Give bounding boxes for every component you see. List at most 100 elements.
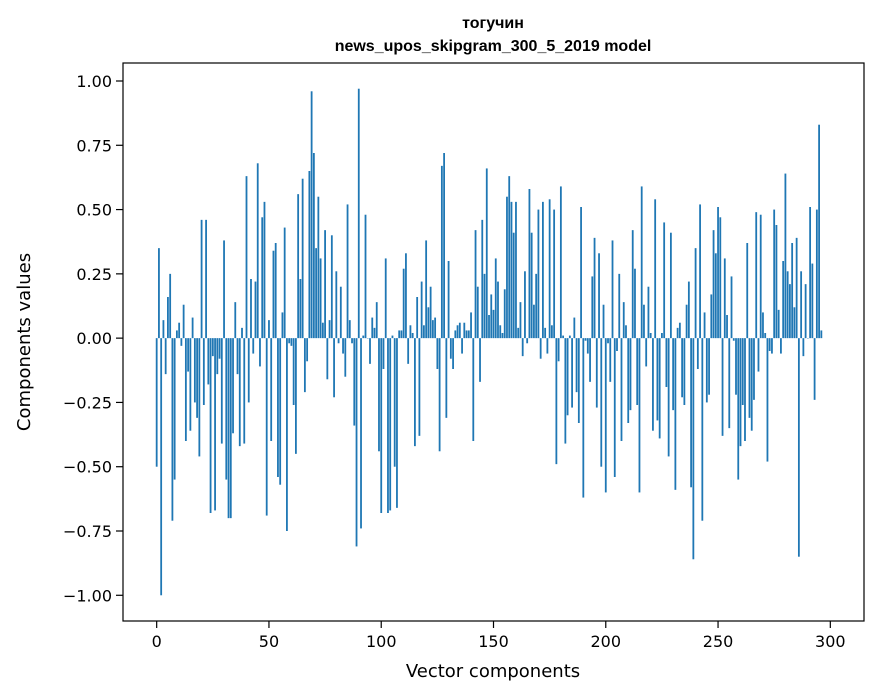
- bar-101: [382, 338, 385, 369]
- bar-4: [164, 338, 167, 375]
- bar-37: [238, 338, 241, 447]
- bar-195: [593, 237, 596, 339]
- x-tick-label: 150: [478, 632, 509, 651]
- bar-220: [649, 333, 652, 339]
- bar-182: [564, 338, 567, 444]
- y-tick-label: 0.75: [76, 136, 112, 155]
- bar-243: [701, 338, 704, 521]
- bar-80: [335, 271, 338, 339]
- bar-42: [250, 279, 252, 339]
- bar-27: [216, 338, 219, 375]
- bar-214: [636, 338, 639, 405]
- bar-213: [634, 268, 636, 339]
- bar-30: [223, 240, 225, 339]
- bar-79: [333, 338, 335, 398]
- bar-180: [559, 186, 562, 339]
- bar-17: [193, 338, 196, 403]
- y-tick-label: 0.00: [76, 329, 112, 348]
- bar-177: [553, 209, 556, 339]
- bar-78: [330, 235, 333, 339]
- bar-176: [550, 325, 553, 339]
- bar-73: [319, 258, 322, 339]
- bar-208: [622, 302, 625, 339]
- bar-109: [400, 330, 403, 339]
- bar-88: [353, 338, 356, 426]
- bar-85: [346, 204, 349, 339]
- bar-112: [407, 338, 410, 364]
- y-tick-label: −0.75: [63, 522, 112, 541]
- bar-235: [683, 338, 686, 405]
- y-tick-label: −1.00: [63, 586, 112, 605]
- x-tick-label: 100: [366, 632, 397, 651]
- bar-282: [789, 284, 791, 339]
- bar-237: [687, 281, 690, 339]
- bar-8: [173, 338, 176, 480]
- bar-23: [207, 338, 210, 385]
- bar-218: [645, 338, 648, 367]
- bar-31: [225, 338, 228, 480]
- bar-234: [681, 338, 684, 398]
- bar-15: [189, 338, 192, 431]
- bar-56: [281, 312, 284, 339]
- bar-268: [757, 338, 760, 372]
- bar-53: [274, 243, 277, 339]
- bar-157: [508, 176, 511, 339]
- bar-267: [755, 212, 758, 339]
- bar-1: [158, 248, 160, 339]
- bar-127: [440, 165, 443, 339]
- bar-160: [515, 201, 517, 339]
- bar-296: [820, 330, 823, 339]
- bar-198: [600, 338, 603, 467]
- bar-66: [303, 338, 306, 393]
- bar-238: [690, 338, 692, 488]
- bar-133: [454, 330, 457, 339]
- bar-252: [721, 338, 724, 436]
- bar-167: [530, 232, 533, 339]
- y-tick-label: 0.25: [76, 265, 112, 284]
- bar-250: [717, 207, 719, 339]
- bar-277: [777, 309, 780, 339]
- bar-241: [696, 338, 699, 369]
- bar-126: [438, 338, 441, 452]
- bar-285: [795, 237, 798, 339]
- bar-35: [234, 302, 237, 339]
- bar-100: [380, 338, 383, 513]
- bar-295: [818, 124, 820, 339]
- bar-165: [526, 338, 529, 344]
- bar-254: [726, 315, 728, 339]
- y-tick-label: 1.00: [76, 72, 112, 91]
- bar-11: [180, 338, 183, 346]
- bar-257: [732, 338, 735, 341]
- bar-183: [566, 338, 569, 416]
- bar-110: [402, 268, 405, 339]
- bar-28: [218, 338, 221, 359]
- bar-99: [378, 338, 380, 452]
- bar-62: [295, 338, 297, 454]
- bar-129: [445, 338, 448, 418]
- bar-64: [299, 279, 302, 339]
- bar-236: [685, 304, 688, 339]
- x-tick-label: 0: [152, 632, 162, 651]
- bar-242: [699, 204, 701, 339]
- bar-43: [252, 338, 255, 354]
- bar-239: [692, 338, 695, 560]
- bar-13: [184, 338, 187, 441]
- bar-105: [391, 335, 394, 339]
- x-tick-label: 50: [259, 632, 279, 651]
- bar-281: [786, 271, 789, 339]
- bar-201: [607, 338, 609, 344]
- bar-144: [479, 338, 481, 382]
- bar-93: [364, 214, 367, 339]
- bar-24: [209, 338, 212, 513]
- bar-22: [205, 219, 207, 339]
- bar-44: [254, 281, 257, 339]
- bar-7: [171, 338, 174, 521]
- bar-145: [481, 219, 484, 339]
- bar-89: [355, 338, 358, 547]
- bar-142: [474, 230, 477, 339]
- bar-265: [750, 338, 753, 431]
- bar-0: [155, 338, 158, 467]
- bar-125: [436, 338, 439, 369]
- bar-154: [501, 333, 504, 339]
- y-tick-label: 0.50: [76, 201, 112, 220]
